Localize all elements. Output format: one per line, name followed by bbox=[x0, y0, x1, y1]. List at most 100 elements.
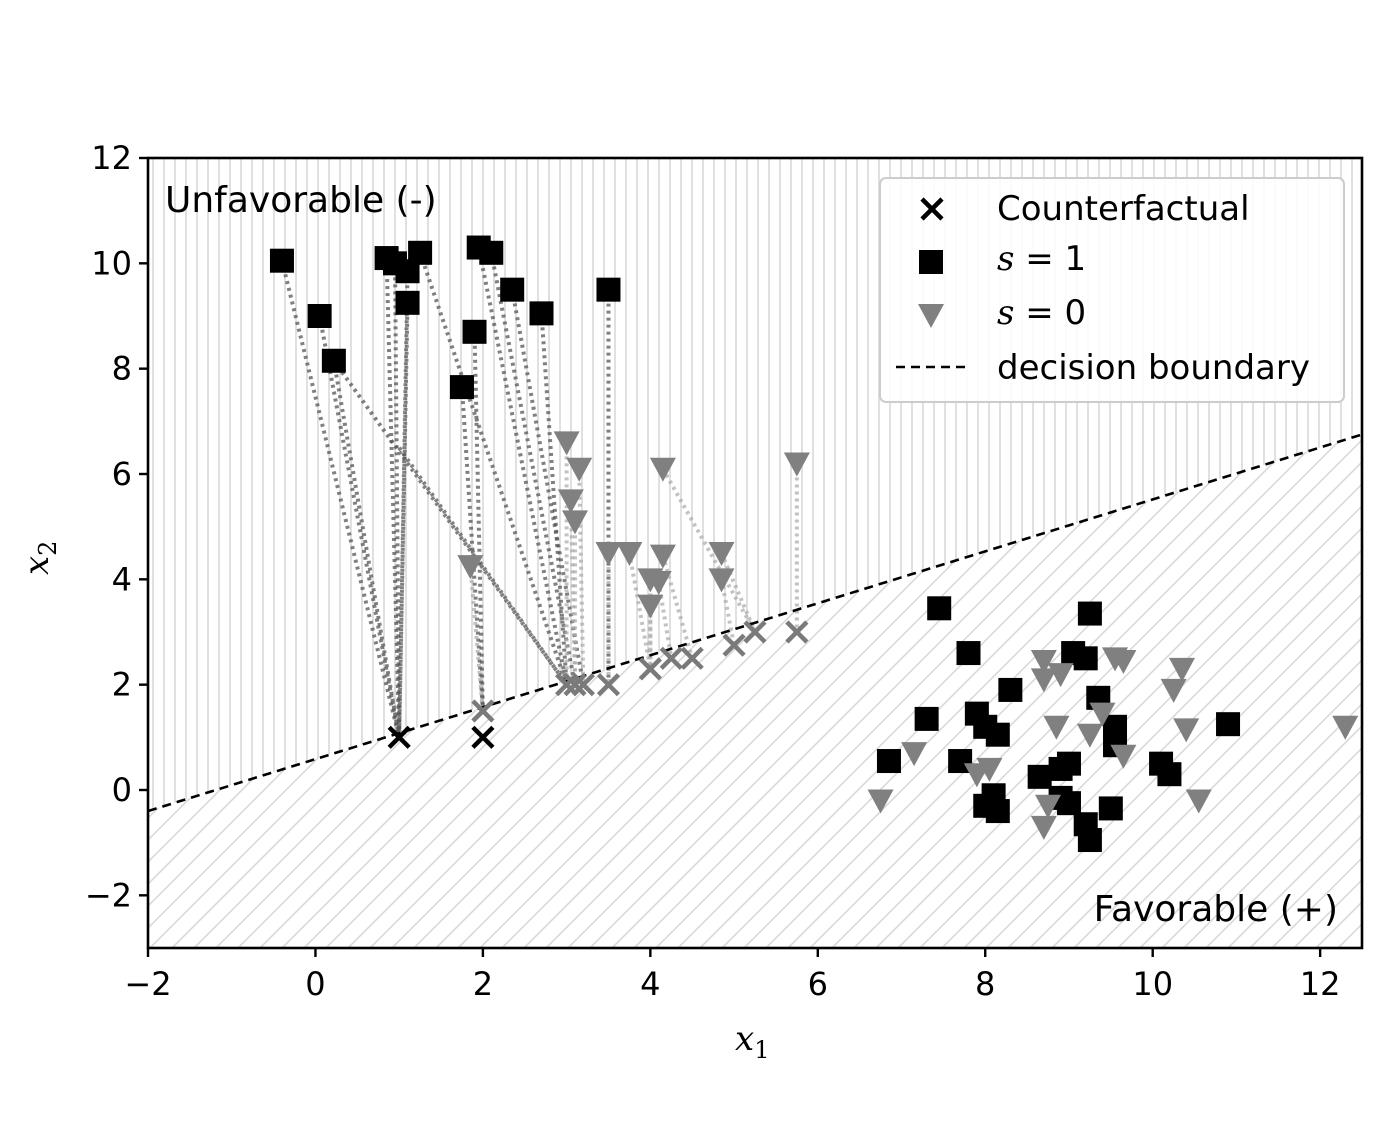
decision-boundary-line bbox=[148, 433, 1362, 813]
favorable-hatch-line bbox=[1029, 434, 1362, 948]
point-s0-triangle bbox=[1160, 678, 1187, 703]
point-s1-square bbox=[500, 277, 525, 302]
point-s1-square bbox=[1056, 791, 1081, 816]
y-tick-label: 6 bbox=[112, 455, 132, 493]
point-counterfactual-x bbox=[471, 725, 495, 749]
point-s1-square bbox=[914, 706, 939, 731]
legend-entry-s1: s = 1 bbox=[919, 239, 1086, 279]
legend-label-counterfactual: Counterfactual bbox=[997, 189, 1250, 229]
favorable-hatch-line bbox=[1095, 434, 1362, 948]
point-s0-triangle bbox=[645, 570, 672, 595]
point-s1-square bbox=[1056, 751, 1081, 776]
counterfactual-path bbox=[468, 565, 485, 712]
favorable-hatch-line bbox=[677, 434, 1362, 948]
point-s0-triangle bbox=[553, 431, 580, 456]
favorable-hatch-line bbox=[1117, 434, 1362, 948]
favorable-hatch-line bbox=[721, 434, 1362, 948]
point-s0-triangle bbox=[1089, 702, 1116, 727]
data-points bbox=[269, 235, 1359, 853]
point-s1-square bbox=[1077, 828, 1102, 853]
point-s0-triangle bbox=[566, 457, 593, 482]
x-tick-label: 8 bbox=[975, 965, 995, 1003]
point-s0-triangle bbox=[976, 757, 1003, 782]
point-s1-square bbox=[1216, 712, 1241, 737]
favorable-hatch-line bbox=[809, 434, 1362, 948]
favorable-hatch-line bbox=[1205, 434, 1362, 948]
point-s0-triangle bbox=[637, 594, 664, 619]
point-s0-triangle bbox=[901, 742, 928, 767]
counterfactual-path bbox=[539, 313, 569, 685]
point-s0-triangle bbox=[557, 489, 584, 514]
point-s0-triangle bbox=[1043, 715, 1070, 740]
favorable-hatch-line bbox=[787, 434, 1362, 948]
point-s1-square bbox=[529, 301, 554, 326]
y-tick-label: 10 bbox=[91, 244, 132, 282]
favorable-hatch-line bbox=[1007, 434, 1362, 948]
point-s0-triangle bbox=[708, 568, 735, 593]
favorable-hatch-line bbox=[699, 434, 1362, 948]
point-s0-triangle bbox=[1173, 718, 1200, 743]
point-s1-square bbox=[479, 240, 504, 265]
legend-label-s1: s = 1 bbox=[997, 239, 1086, 279]
x-tick-label: 0 bbox=[305, 965, 325, 1003]
point-s1-square bbox=[1157, 762, 1182, 787]
point-s1-square bbox=[307, 304, 332, 328]
point-s0-triangle bbox=[1110, 744, 1137, 769]
legend-entry-boundary: decision boundary bbox=[896, 348, 1310, 388]
point-s1-square bbox=[981, 783, 1006, 808]
point-s0-triangle bbox=[1185, 789, 1212, 814]
point-counterfactual-x bbox=[471, 699, 495, 723]
favorable-hatch-line bbox=[765, 434, 1362, 948]
point-s0-triangle bbox=[783, 452, 810, 477]
point-counterfactual-x bbox=[555, 673, 579, 697]
point-s0-triangle bbox=[457, 555, 484, 580]
point-s1-square bbox=[462, 319, 487, 344]
point-s0-triangle bbox=[867, 789, 894, 814]
point-s0-triangle bbox=[649, 544, 676, 569]
point-s1-square bbox=[1077, 601, 1102, 626]
favorable-hatch-line bbox=[1227, 434, 1362, 948]
point-s0-triangle bbox=[561, 510, 588, 535]
legend-square-marker-icon bbox=[919, 250, 943, 274]
x-tick-label: 10 bbox=[1132, 965, 1173, 1003]
point-s0-triangle bbox=[1030, 649, 1057, 674]
point-counterfactual-x bbox=[571, 673, 595, 697]
counterfactual-path bbox=[489, 252, 577, 686]
point-s1-square bbox=[956, 641, 981, 666]
counterfactual-path bbox=[331, 360, 402, 738]
favorable-hatch-line bbox=[1073, 434, 1362, 948]
counterfactual-path bbox=[472, 331, 485, 712]
point-s0-triangle bbox=[649, 457, 676, 482]
point-s1-square bbox=[876, 749, 901, 774]
y-tick-label: 4 bbox=[112, 560, 132, 598]
counterfactual-path bbox=[459, 386, 485, 712]
point-s1-square bbox=[998, 677, 1023, 702]
y-tick-label: −2 bbox=[85, 876, 132, 914]
counterfactual-path bbox=[418, 252, 569, 686]
point-s0-triangle bbox=[616, 542, 643, 566]
point-s1-square bbox=[269, 248, 294, 273]
counterfactual-path bbox=[627, 552, 653, 670]
favorable-hatch-line bbox=[941, 434, 1362, 948]
point-s1-square bbox=[449, 375, 474, 400]
axis-ticks: −2 0 2 4 6 8 10 12 −2 0 2 4 6 8 10 12 bbox=[85, 139, 1341, 1003]
legend-label-boundary: decision boundary bbox=[997, 348, 1310, 388]
legend-x-marker-icon bbox=[920, 197, 944, 221]
point-s1-square bbox=[1098, 796, 1123, 821]
counterfactual-path bbox=[568, 500, 577, 685]
favorable-hatch-line bbox=[831, 434, 1362, 948]
favorable-hatch-line bbox=[897, 434, 1362, 948]
point-s1-square bbox=[1027, 764, 1052, 789]
favorable-hatch-line bbox=[1139, 434, 1362, 948]
counterfactual-path bbox=[656, 581, 674, 659]
legend-entry-counterfactual: Counterfactual bbox=[920, 189, 1250, 229]
favorable-hatch-line bbox=[1183, 434, 1362, 948]
y-tick-label: 12 bbox=[91, 139, 132, 177]
point-counterfactual-x bbox=[596, 673, 621, 697]
point-counterfactual-x bbox=[659, 646, 683, 670]
legend-triangle-marker-icon bbox=[918, 304, 944, 328]
counterfactual-path bbox=[577, 468, 586, 685]
point-s0-triangle bbox=[1047, 663, 1074, 688]
favorable-region-label: Favorable (+) bbox=[1094, 889, 1338, 930]
plot-frame bbox=[146, 156, 1364, 950]
